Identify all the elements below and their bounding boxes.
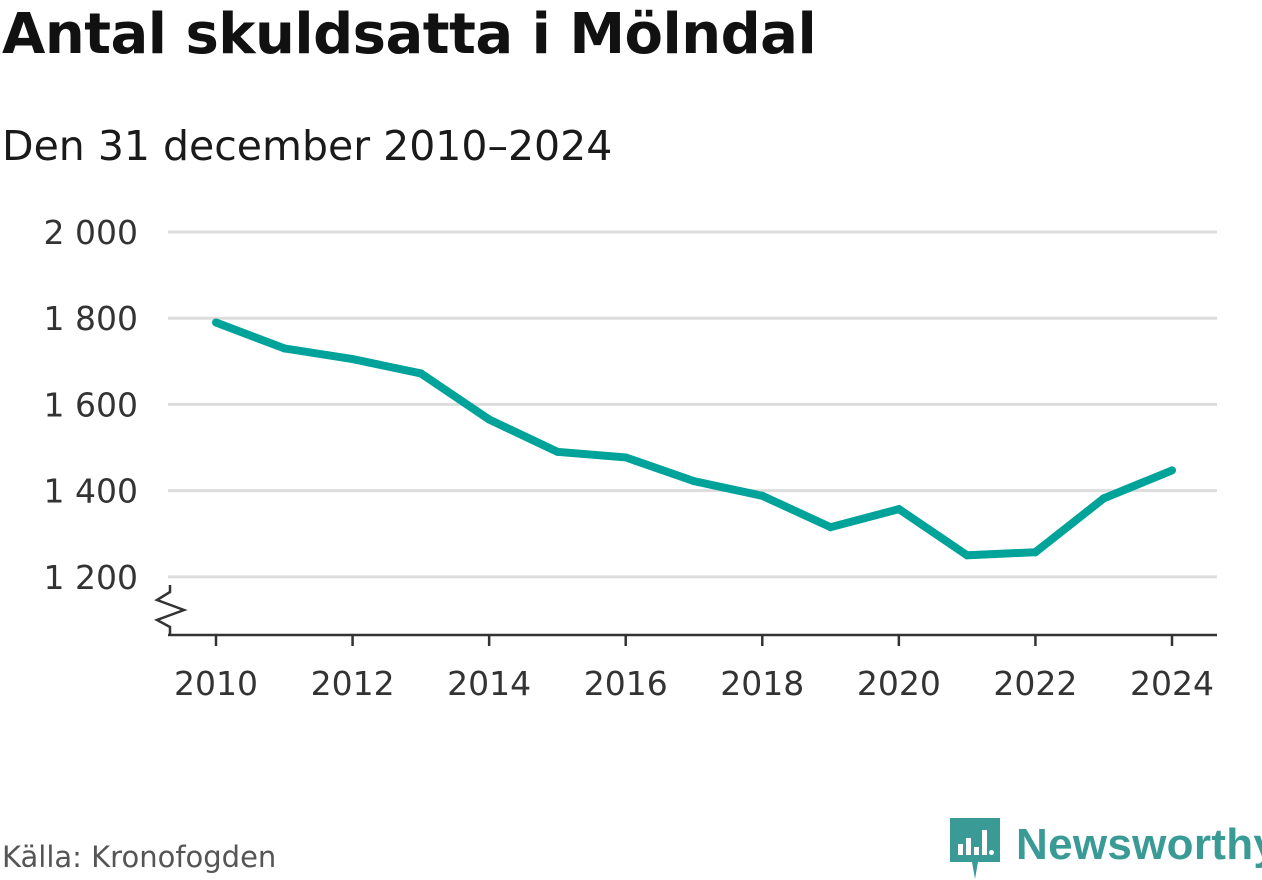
data-point-2021 <box>963 551 972 560</box>
data-point-2011 <box>280 344 289 353</box>
brand-logo: Newsworthy <box>950 818 1262 880</box>
data-point-2015 <box>553 447 562 456</box>
y-axis-ticks: 1 200 1 400 1 600 1 800 2 000 <box>44 213 138 597</box>
x-tick-label: 2018 <box>720 664 804 703</box>
data-point-2014 <box>485 415 494 424</box>
data-point-2012 <box>348 355 357 364</box>
brand-name: Newsworthy <box>1016 820 1262 869</box>
data-point-2016 <box>621 453 630 462</box>
x-tick-label: 2012 <box>311 664 395 703</box>
data-point-2018 <box>758 491 767 500</box>
y-tick-label: 1 800 <box>44 299 138 338</box>
series-line-0 <box>214 318 1174 560</box>
x-tick-label: 2024 <box>1130 664 1214 703</box>
data-point-2024 <box>1168 466 1176 475</box>
data-point-2023 <box>1099 494 1108 503</box>
x-tick-label: 2014 <box>447 664 531 703</box>
series-layer <box>212 318 1176 560</box>
data-point-2017 <box>690 477 698 486</box>
newsworthy-logo-icon <box>950 818 1000 879</box>
y-tick-label: 1 200 <box>44 558 138 597</box>
data-point-2010 <box>212 318 220 327</box>
data-point-2022 <box>1031 548 1040 557</box>
y-tick-label: 1 400 <box>44 472 138 511</box>
x-tick-label: 2010 <box>174 664 258 703</box>
chart-title: Antal skuldsatta i Mölndal <box>2 2 817 67</box>
chart-subtitle: Den 31 december 2010–2024 <box>2 122 613 170</box>
gridlines <box>168 230 1217 579</box>
source-note: Källa: Kronofogden <box>2 840 277 874</box>
data-point-2013 <box>416 369 425 378</box>
y-tick-label: 1 600 <box>44 385 138 424</box>
axis-break-icon <box>153 585 188 635</box>
x-tick-label: 2016 <box>584 664 668 703</box>
x-tick-label: 2022 <box>993 664 1077 703</box>
x-axis: 2010 2012 2014 2016 2018 2020 2022 2024 <box>153 585 1217 703</box>
y-tick-label: 2 000 <box>44 213 138 252</box>
x-tick-label: 2020 <box>857 664 941 703</box>
data-point-2019 <box>826 523 835 532</box>
data-point-2020 <box>894 505 903 514</box>
